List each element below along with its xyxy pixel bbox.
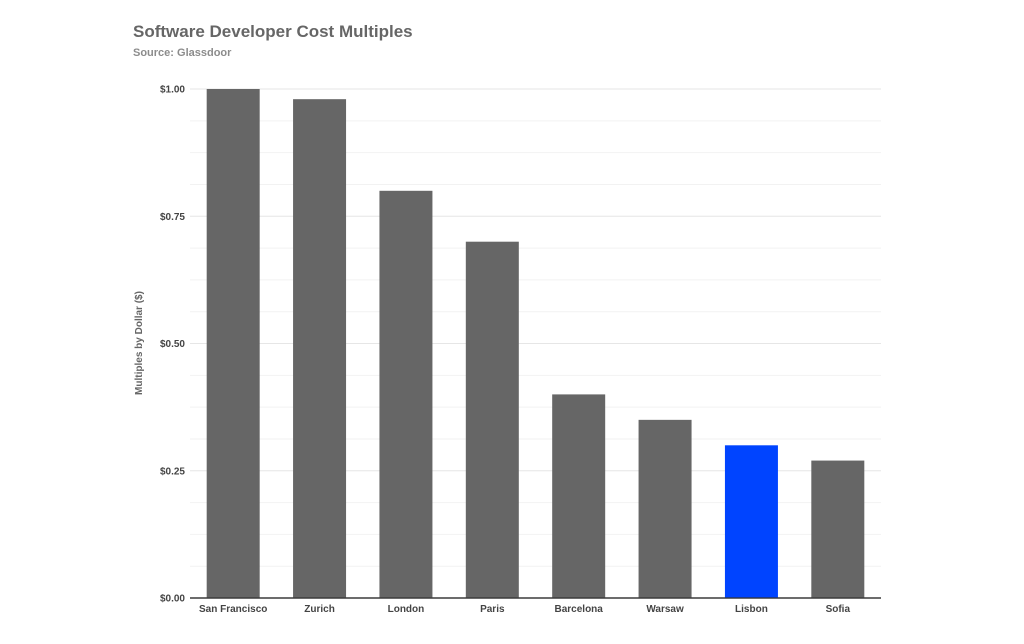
labels-layer: $0.00 $0.25 $0.50 $0.75 $1.00 San Francisco Zu… [160,85,881,615]
y-tick-label: $0.25 [160,466,185,477]
x-tick-label: Warsaw [646,604,684,615]
y-tick-label: $0.75 [160,212,185,223]
y-tick-label: $0.00 [160,594,185,605]
x-tick-label: San Francisco [199,604,267,615]
bar-san-francisco [206,89,260,598]
y-axis-title: Multiples by Dollar ($) [134,291,145,395]
bar-warsaw [638,419,692,598]
bars-layer [206,89,865,599]
x-tick-label: Zurich [304,604,335,615]
chart-title: Software Developer Cost Multiples [133,22,413,41]
x-tick-label: London [388,604,425,615]
y-tick-label: $0.50 [160,339,185,350]
bar-london [379,190,433,599]
x-tick-label: Paris [480,604,505,615]
x-tick-label: Sofia [826,604,851,615]
chart-subtitle: Source: Glassdoor [133,47,232,59]
x-tick-label: Lisbon [735,604,768,615]
bar-lisbon [724,445,778,598]
x-tick-label: Barcelona [555,604,604,615]
y-tick-label: $1.00 [160,85,185,96]
bar-barcelona [552,394,606,598]
bar-sofia [811,460,865,598]
bar-zurich [293,99,347,599]
bar-paris [465,241,519,598]
